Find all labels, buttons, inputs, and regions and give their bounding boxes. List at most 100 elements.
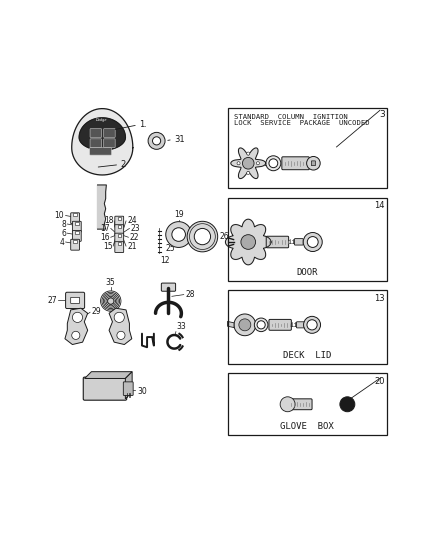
Polygon shape (227, 321, 234, 328)
Bar (75, 231, 78, 234)
Circle shape (237, 161, 240, 165)
FancyBboxPatch shape (115, 216, 124, 227)
Text: 25: 25 (166, 244, 175, 253)
Circle shape (114, 312, 124, 322)
FancyBboxPatch shape (104, 139, 115, 148)
FancyBboxPatch shape (90, 148, 111, 155)
Circle shape (307, 157, 320, 170)
FancyBboxPatch shape (72, 221, 81, 232)
Circle shape (72, 312, 83, 322)
Circle shape (148, 132, 165, 149)
FancyBboxPatch shape (115, 225, 124, 236)
FancyBboxPatch shape (83, 377, 127, 400)
Text: 35: 35 (106, 278, 116, 287)
FancyBboxPatch shape (71, 297, 80, 303)
Circle shape (152, 137, 161, 145)
Bar (117, 217, 121, 220)
Circle shape (239, 319, 251, 331)
Text: 15: 15 (103, 241, 113, 251)
Polygon shape (226, 219, 271, 265)
Bar (74, 240, 77, 243)
FancyBboxPatch shape (311, 161, 315, 166)
Text: 24: 24 (127, 216, 137, 225)
Text: GLOVE  BOX: GLOVE BOX (280, 423, 334, 431)
FancyBboxPatch shape (115, 233, 124, 244)
Text: 13: 13 (374, 294, 385, 303)
Text: ii: ii (287, 239, 296, 245)
FancyBboxPatch shape (269, 319, 291, 330)
Circle shape (304, 317, 321, 333)
Text: 12: 12 (160, 256, 170, 264)
Text: 1: 1 (139, 120, 144, 130)
Polygon shape (72, 109, 133, 175)
FancyBboxPatch shape (282, 157, 309, 169)
Text: 21: 21 (127, 241, 137, 251)
Text: DOOR: DOOR (297, 268, 318, 277)
Bar (228, 198, 387, 281)
Circle shape (234, 314, 256, 336)
Text: 33: 33 (176, 322, 186, 331)
FancyBboxPatch shape (294, 239, 303, 245)
Text: 6: 6 (61, 229, 66, 238)
Circle shape (307, 237, 318, 247)
FancyBboxPatch shape (71, 239, 80, 250)
Text: 2: 2 (120, 160, 125, 169)
Circle shape (269, 159, 278, 168)
Polygon shape (85, 372, 132, 378)
Text: 31: 31 (174, 135, 185, 144)
Text: Dodge: Dodge (95, 118, 107, 122)
Text: 27: 27 (47, 296, 57, 305)
Circle shape (247, 172, 250, 174)
Polygon shape (98, 185, 106, 229)
Polygon shape (231, 148, 266, 179)
Text: ii: ii (290, 322, 298, 328)
Bar (228, 108, 387, 188)
Text: 29: 29 (91, 307, 101, 316)
Bar (228, 290, 387, 364)
Text: 19: 19 (174, 210, 184, 219)
Circle shape (72, 332, 80, 340)
FancyBboxPatch shape (90, 139, 102, 148)
Text: 3: 3 (379, 110, 385, 119)
FancyBboxPatch shape (104, 128, 115, 138)
Bar (117, 225, 121, 228)
Text: DECK  LID: DECK LID (283, 351, 332, 360)
FancyBboxPatch shape (266, 236, 289, 248)
Circle shape (194, 229, 211, 245)
Text: 4: 4 (60, 238, 64, 246)
Text: 10: 10 (55, 211, 64, 220)
Circle shape (187, 221, 218, 252)
Polygon shape (79, 118, 125, 150)
Circle shape (241, 235, 255, 249)
Circle shape (266, 156, 281, 171)
Circle shape (242, 157, 254, 169)
Circle shape (256, 161, 259, 165)
Text: STANDARD  COLUMN  IGNITION: STANDARD COLUMN IGNITION (234, 114, 348, 120)
Text: 23: 23 (131, 224, 140, 233)
Text: 18: 18 (104, 216, 113, 225)
Polygon shape (109, 308, 132, 344)
Circle shape (247, 152, 250, 155)
Circle shape (117, 332, 125, 340)
Bar (75, 222, 78, 225)
Circle shape (307, 320, 317, 330)
Text: .: . (143, 120, 145, 130)
Text: 28: 28 (185, 290, 195, 299)
Bar (117, 234, 121, 237)
Circle shape (303, 232, 322, 252)
Circle shape (108, 298, 114, 304)
FancyBboxPatch shape (72, 230, 81, 241)
Bar (228, 373, 387, 435)
Text: 26: 26 (219, 232, 229, 241)
Text: 16: 16 (100, 233, 110, 242)
Text: 20: 20 (374, 377, 385, 386)
FancyBboxPatch shape (90, 128, 102, 138)
FancyBboxPatch shape (66, 292, 85, 309)
Polygon shape (125, 372, 132, 399)
FancyBboxPatch shape (124, 382, 133, 395)
Circle shape (254, 318, 268, 332)
Text: 17: 17 (100, 224, 110, 233)
FancyBboxPatch shape (161, 283, 176, 291)
Polygon shape (65, 308, 88, 344)
Circle shape (280, 397, 295, 411)
